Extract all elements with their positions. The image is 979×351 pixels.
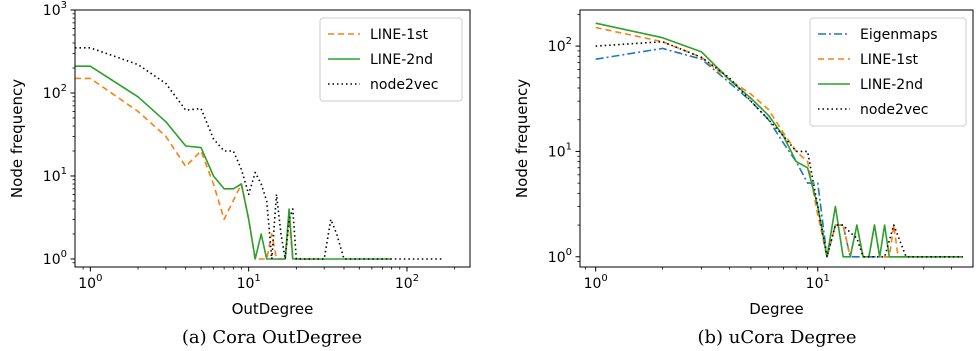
legend-label: LINE-1st [860, 52, 919, 68]
series-line-line-1st [75, 77, 312, 260]
legend-label: LINE-2nd [860, 77, 923, 93]
y-tick-label: 103 [43, 0, 67, 19]
series-line-line-2nd [595, 22, 963, 258]
x-tick-label: 101 [237, 273, 261, 292]
legend [809, 17, 967, 127]
y-tick-label: 102 [43, 83, 67, 102]
legend-label: LINE-1st [370, 27, 429, 43]
x-tick-label: 102 [395, 273, 419, 292]
panel-caption: (b) uCora Degree [697, 327, 856, 348]
series-line-line-1st [595, 26, 963, 258]
y-axis-label: Node frequency [513, 79, 531, 198]
panel-cora-outdegree: 100 101 102 100 101 102 103 LINE-1st LINE-2nd nod… [8, 0, 471, 348]
x-axis-label: OutDegree [232, 300, 314, 318]
y-axis-label: Node frequency [8, 79, 26, 198]
y-tick-label: 100 [43, 249, 67, 268]
y-tick-label: 100 [548, 247, 572, 266]
panel-caption: (a) Cora OutDegree [182, 327, 362, 348]
legend-label: node2vec [370, 77, 438, 93]
x-tick-label: 101 [806, 273, 830, 292]
y-tick-label: 102 [548, 36, 572, 55]
plot-frame [579, 9, 974, 268]
legend [319, 17, 463, 102]
y-tick-label: 101 [43, 166, 67, 185]
panel-ucora-degree: 100 101 100 101 102 Eigenmaps LINE-1st LINE-2nd… [513, 9, 974, 348]
x-tick-label: 100 [78, 273, 102, 292]
legend-label: LINE-2nd [370, 52, 433, 68]
legend-label: node2vec [860, 102, 928, 118]
y-tick-label: 101 [548, 141, 572, 160]
x-tick-label: 100 [584, 273, 608, 292]
x-axis-label: Degree [749, 300, 804, 318]
plot-frame [74, 9, 471, 268]
legend-label: Eigenmaps [860, 27, 938, 43]
